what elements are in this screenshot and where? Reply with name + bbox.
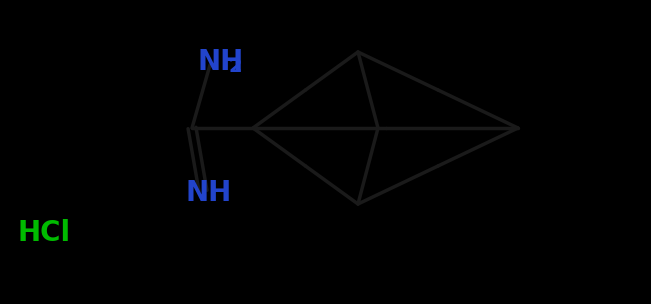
Text: HCl: HCl [18, 219, 71, 247]
Text: NH: NH [197, 48, 243, 76]
Text: 2: 2 [228, 57, 242, 75]
Text: NH: NH [185, 179, 231, 207]
